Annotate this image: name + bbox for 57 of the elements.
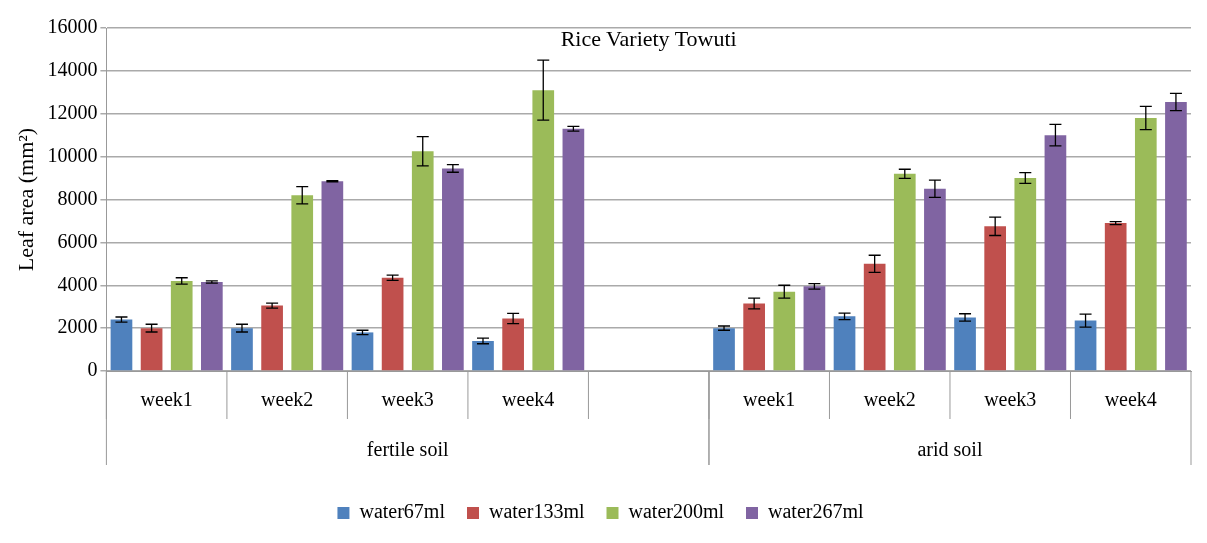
legend-label: water67ml xyxy=(359,500,446,523)
bar xyxy=(351,332,374,371)
bar xyxy=(1134,118,1157,371)
y-tick-label: 12000 xyxy=(47,101,98,123)
bar xyxy=(743,303,765,371)
bar xyxy=(893,173,916,371)
bar xyxy=(924,188,946,371)
bar xyxy=(532,90,555,371)
bar xyxy=(562,128,585,371)
bar xyxy=(773,291,796,371)
y-tick-label: 8000 xyxy=(57,186,98,209)
bar xyxy=(713,328,735,371)
text: fertile soil xyxy=(366,438,449,461)
bar xyxy=(231,328,253,371)
bar xyxy=(110,319,133,371)
bar xyxy=(984,226,1007,371)
bar xyxy=(381,277,404,371)
bar xyxy=(1014,178,1037,371)
bar xyxy=(502,318,524,371)
legend-label: water267ml xyxy=(768,500,864,523)
y-tick-label: 4000 xyxy=(57,272,98,295)
y-tick-label: 0 xyxy=(87,358,98,381)
bar xyxy=(1044,135,1067,371)
x-tick-label: week3 xyxy=(984,388,1037,411)
bar xyxy=(201,282,223,371)
x-tick-label: week2 xyxy=(863,388,916,411)
bar xyxy=(321,181,344,371)
bar xyxy=(472,340,494,371)
bar xyxy=(1104,223,1127,371)
x-tick-label: week1 xyxy=(140,388,193,411)
bar xyxy=(833,316,856,371)
bar xyxy=(442,168,464,371)
bar xyxy=(954,317,976,371)
bar xyxy=(863,263,886,371)
bar xyxy=(261,305,283,371)
y-tick-label: 2000 xyxy=(57,315,98,338)
y-tick-label: 16000 xyxy=(47,15,98,38)
bar xyxy=(170,280,193,371)
bar xyxy=(411,151,434,371)
y-tick-label: 10000 xyxy=(47,143,98,166)
y-tick-label: 6000 xyxy=(57,229,98,252)
text: arid soil xyxy=(917,438,983,461)
bar xyxy=(1165,101,1187,371)
bar xyxy=(1074,320,1097,371)
x-tick-label: week3 xyxy=(381,388,434,411)
legend-label: water200ml xyxy=(628,500,725,523)
x-tick-label: week1 xyxy=(743,388,796,411)
bar xyxy=(140,328,163,371)
bar xyxy=(291,195,314,371)
y-tick-label: 14000 xyxy=(47,58,98,81)
y-axis-title: Leaf area (mm²) xyxy=(12,127,38,272)
x-tick-label: week4 xyxy=(1104,388,1157,411)
x-tick-label: week2 xyxy=(261,388,314,411)
x-tick-label: week4 xyxy=(502,388,555,411)
chart-title: Rice Variety Towuti xyxy=(560,25,737,51)
bar xyxy=(803,286,826,371)
legend-label: water133ml xyxy=(488,500,585,523)
